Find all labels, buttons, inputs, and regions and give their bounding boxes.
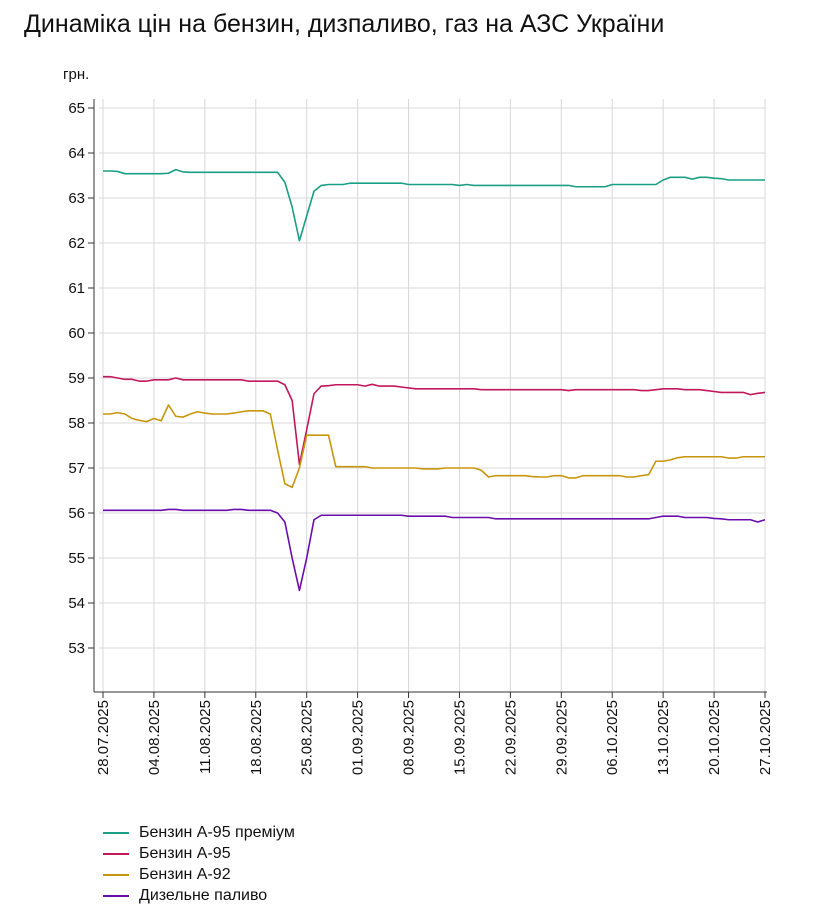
x-tick-label: 13.10.2025 — [655, 700, 672, 775]
y-axis-unit-label: грн. — [63, 66, 89, 83]
x-tick-label: 22.09.2025 — [502, 700, 519, 775]
x-tick-label: 18.08.2025 — [248, 700, 265, 775]
legend-label: Бензин А-95 — [139, 844, 231, 862]
y-tick-label: 57 — [68, 460, 85, 477]
x-tick-label: 06.10.2025 — [604, 700, 621, 775]
y-tick-label: 63 — [68, 190, 85, 207]
legend-swatch — [103, 894, 129, 897]
x-tick-label: 27.10.2025 — [757, 700, 774, 775]
series-lines — [103, 168, 766, 592]
chart-title: Динаміка цін на бензин, дизпаливо, газ н… — [24, 10, 665, 38]
x-tick-label: 11.08.2025 — [197, 700, 214, 774]
y-tick-label: 54 — [68, 595, 85, 612]
legend-label: Бензин А-92 — [139, 865, 231, 883]
y-axis-ticks: 53 54 55 56 57 58 59 60 61 62 63 64 65 — [68, 100, 94, 657]
legend-swatch — [103, 852, 129, 855]
y-tick-label: 53 — [68, 640, 85, 657]
x-tick-label: 15.09.2025 — [451, 700, 468, 775]
legend-swatch — [103, 831, 129, 834]
legend-item[interactable]: Бензин А-95 — [103, 843, 295, 864]
legend-item[interactable]: Дизельне паливо — [103, 885, 295, 906]
x-tick-label: 08.09.2025 — [401, 700, 418, 775]
y-tick-label: 61 — [68, 280, 85, 297]
x-tick-label: 29.09.2025 — [553, 700, 570, 775]
series-line — [103, 375, 766, 466]
price-line-chart: грн. 53 54 55 56 57 58 59 60 61 62 63 64 65 28.07.20… — [63, 66, 774, 775]
x-tick-label: 25.08.2025 — [299, 700, 316, 775]
y-tick-label: 64 — [68, 145, 85, 162]
legend-item[interactable]: Бензин А-92 — [103, 864, 295, 885]
y-tick-label: 62 — [68, 235, 85, 252]
x-tick-label: 20.10.2025 — [706, 700, 723, 775]
legend-label: Бензин А-95 преміум — [139, 823, 295, 841]
y-tick-label: 65 — [68, 100, 85, 117]
grid-lines — [99, 99, 766, 692]
legend-swatch — [103, 873, 129, 876]
legend: Бензин А-95 преміум Бензин А-95 Бензин А… — [103, 822, 295, 906]
legend-item[interactable]: Бензин А-95 преміум — [103, 822, 295, 843]
y-tick-label: 56 — [68, 505, 85, 522]
y-tick-label: 59 — [68, 370, 85, 387]
series-line — [103, 168, 765, 242]
legend-label: Дизельне паливо — [139, 886, 268, 904]
y-tick-label: 55 — [68, 550, 85, 567]
x-axis-ticks: 28.07.2025 04.08.2025 11.08.2025 18.08.2025… — [95, 692, 774, 775]
x-tick-label: 04.08.2025 — [146, 700, 163, 775]
y-tick-label: 60 — [68, 325, 85, 342]
x-tick-label: 01.09.2025 — [350, 700, 367, 775]
y-tick-label: 58 — [68, 415, 85, 432]
series-line — [103, 508, 766, 592]
series-line — [103, 404, 765, 489]
x-tick-label: 28.07.2025 — [95, 700, 112, 775]
